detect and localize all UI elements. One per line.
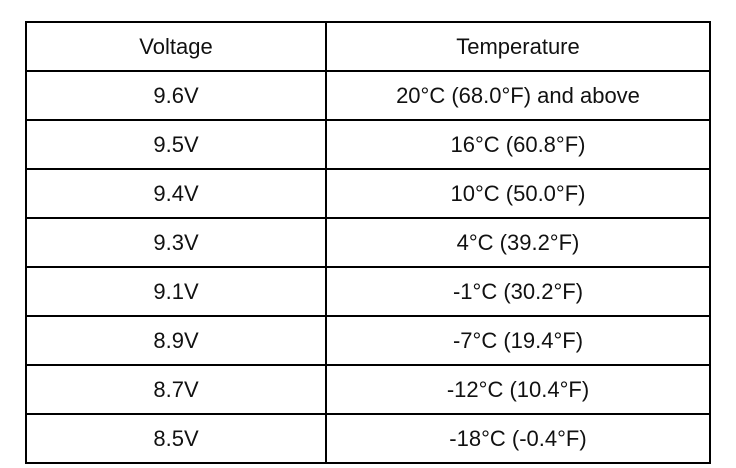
table-row: 8.5V -18°C (-0.4°F) [25,413,711,464]
voltage-cell: 9.6V [25,70,327,121]
temperature-cell: 16°C (60.8°F) [325,119,711,170]
table-header: Voltage Temperature [25,21,711,72]
temperature-cell: -12°C (10.4°F) [325,364,711,415]
table-body: 9.6V 20°C (68.0°F) and above 9.5V 16°C (60.… [25,70,711,464]
temperature-cell: -7°C (19.4°F) [325,315,711,366]
voltage-cell: 8.7V [25,364,327,415]
voltage-cell: 9.1V [25,266,327,317]
voltage-cell: 8.5V [25,413,327,464]
temperature-cell: -1°C (30.2°F) [325,266,711,317]
header-cell: Voltage [25,21,327,72]
temperature-cell: 4°C (39.2°F) [325,217,711,268]
header-row: Voltage Temperature [25,21,711,72]
voltage-cell: 9.3V [25,217,327,268]
table-row: 9.5V 16°C (60.8°F) [25,119,711,170]
header-cell: Temperature [325,21,711,72]
table-row: 8.7V -12°C (10.4°F) [25,364,711,415]
voltage-cell: 8.9V [25,315,327,366]
voltage-cell: 9.5V [25,119,327,170]
voltage-table: Voltage Temperature 9.6V 20°C (68.0°F) an… [25,21,711,464]
temperature-cell: -18°C (-0.4°F) [325,413,711,464]
voltage-cell: 9.4V [25,168,327,219]
temperature-cell: 20°C (68.0°F) and above [325,70,711,121]
table-row: 9.6V 20°C (68.0°F) and above [25,70,711,121]
table-row: 8.9V -7°C (19.4°F) [25,315,711,366]
temperature-cell: 10°C (50.0°F) [325,168,711,219]
table-row: 9.3V 4°C (39.2°F) [25,217,711,268]
table-row: 9.1V -1°C (30.2°F) [25,266,711,317]
table-row: 9.4V 10°C (50.0°F) [25,168,711,219]
